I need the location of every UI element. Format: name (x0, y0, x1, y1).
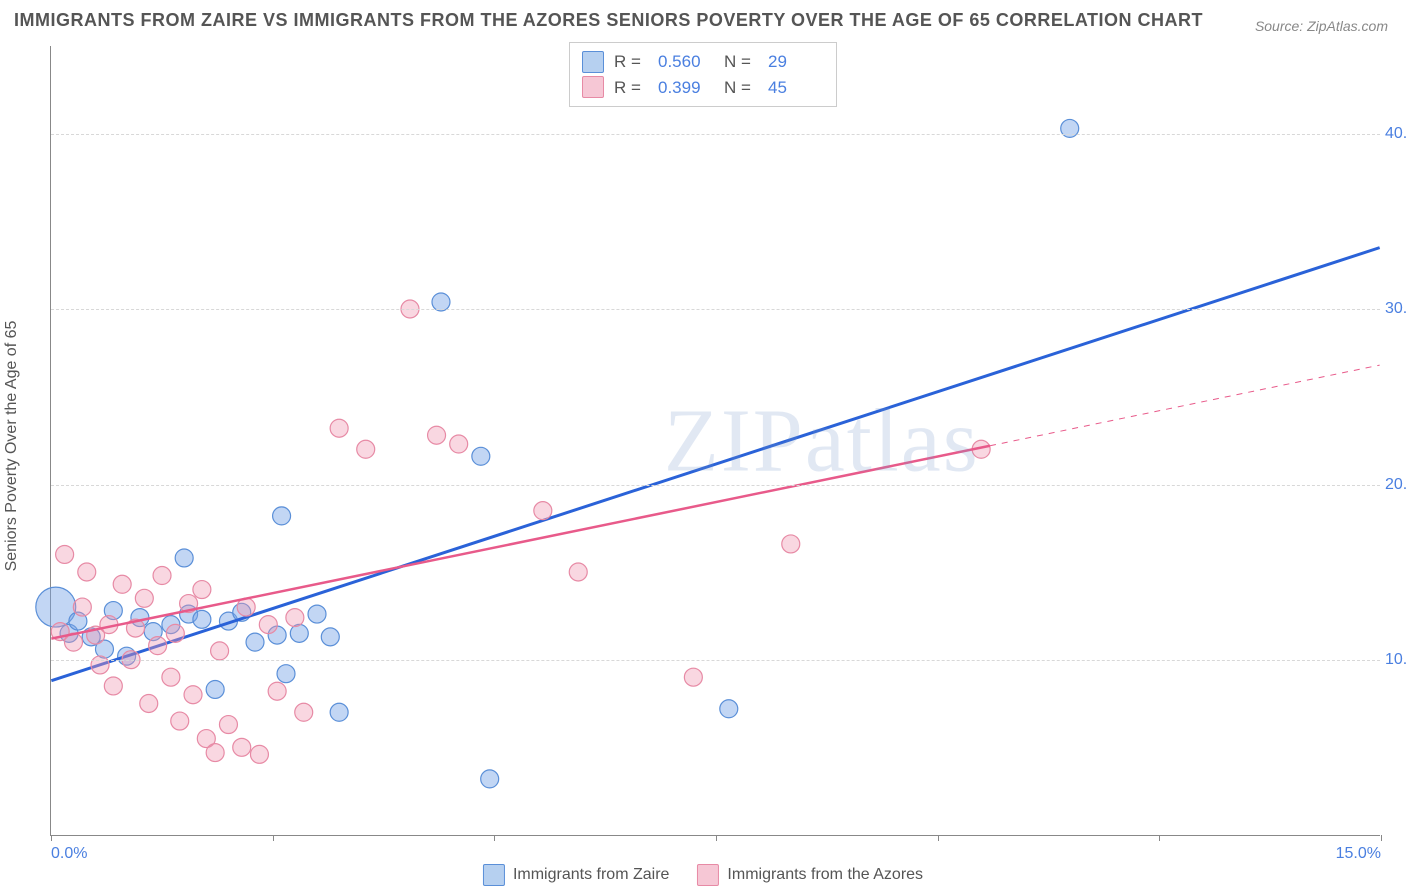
legend-r-value-zaire: 0.560 (658, 49, 714, 75)
y-tick-label: 20.0% (1385, 476, 1406, 494)
data-point (472, 447, 490, 465)
data-point (206, 744, 224, 762)
legend-item-azores: Immigrants from the Azores (697, 864, 923, 886)
data-point (268, 682, 286, 700)
regression-line (51, 446, 990, 639)
data-point (193, 581, 211, 599)
chart-title: IMMIGRANTS FROM ZAIRE VS IMMIGRANTS FROM… (14, 10, 1203, 31)
legend-row-zaire: R = 0.560 N = 29 (582, 49, 824, 75)
regression-line-extrapolated (990, 365, 1380, 446)
legend-row-azores: R = 0.399 N = 45 (582, 75, 824, 101)
data-point (219, 716, 237, 734)
data-point (782, 535, 800, 553)
x-tick-mark (494, 835, 495, 841)
x-tick-mark (51, 835, 52, 841)
data-point (259, 616, 277, 634)
swatch-azores (582, 76, 604, 98)
data-point (175, 549, 193, 567)
legend-series: Immigrants from Zaire Immigrants from th… (483, 864, 923, 886)
plot-area: ZIPatlas 10.0%20.0%30.0%40.0%0.0%15.0% (50, 46, 1380, 836)
swatch-zaire (483, 864, 505, 886)
swatch-zaire (582, 51, 604, 73)
legend-r-label: R = (614, 49, 648, 75)
data-point (250, 745, 268, 763)
data-point (193, 610, 211, 628)
data-point (684, 668, 702, 686)
data-point (432, 293, 450, 311)
y-tick-label: 30.0% (1385, 300, 1406, 318)
data-point (450, 435, 468, 453)
data-point (308, 605, 326, 623)
data-point (330, 703, 348, 721)
x-tick-mark (1381, 835, 1382, 841)
legend-n-label: N = (724, 75, 758, 101)
data-point (246, 633, 264, 651)
data-point (184, 686, 202, 704)
x-tick-label: 0.0% (51, 845, 87, 863)
legend-n-value-zaire: 29 (768, 49, 824, 75)
data-point (720, 700, 738, 718)
data-point (166, 624, 184, 642)
legend-r-value-azores: 0.399 (658, 75, 714, 101)
data-point (56, 545, 74, 563)
data-point (171, 712, 189, 730)
legend-n-value-azores: 45 (768, 75, 824, 101)
data-point (73, 598, 91, 616)
x-tick-mark (716, 835, 717, 841)
legend-label-zaire: Immigrants from Zaire (513, 866, 669, 884)
data-point (104, 677, 122, 695)
legend-item-zaire: Immigrants from Zaire (483, 864, 669, 886)
data-point (91, 656, 109, 674)
x-tick-mark (1159, 835, 1160, 841)
x-tick-mark (938, 835, 939, 841)
legend-r-label: R = (614, 75, 648, 101)
data-point (321, 628, 339, 646)
data-point (428, 426, 446, 444)
chart-svg (51, 46, 1380, 835)
regression-line (51, 248, 1379, 681)
data-point (534, 502, 552, 520)
data-point (233, 738, 251, 756)
x-tick-label: 15.0% (1336, 845, 1381, 863)
legend-label-azores: Immigrants from the Azores (727, 866, 923, 884)
data-point (295, 703, 313, 721)
legend-n-label: N = (724, 49, 758, 75)
data-point (330, 419, 348, 437)
data-point (135, 589, 153, 607)
data-point (273, 507, 291, 525)
data-point (149, 637, 167, 655)
gridline-h (51, 485, 1380, 486)
data-point (290, 624, 308, 642)
data-point (481, 770, 499, 788)
source-attribution: Source: ZipAtlas.com (1255, 18, 1388, 34)
gridline-h (51, 660, 1380, 661)
legend-correlation: R = 0.560 N = 29 R = 0.399 N = 45 (569, 42, 837, 107)
data-point (286, 609, 304, 627)
y-tick-label: 40.0% (1385, 125, 1406, 143)
data-point (153, 567, 171, 585)
x-tick-mark (273, 835, 274, 841)
gridline-h (51, 134, 1380, 135)
data-point (206, 680, 224, 698)
data-point (162, 668, 180, 686)
data-point (357, 440, 375, 458)
data-point (277, 665, 295, 683)
swatch-azores (697, 864, 719, 886)
gridline-h (51, 309, 1380, 310)
y-axis-label: Seniors Poverty Over the Age of 65 (3, 321, 21, 572)
data-point (211, 642, 229, 660)
data-point (569, 563, 587, 581)
y-tick-label: 10.0% (1385, 651, 1406, 669)
data-point (140, 695, 158, 713)
data-point (78, 563, 96, 581)
data-point (113, 575, 131, 593)
